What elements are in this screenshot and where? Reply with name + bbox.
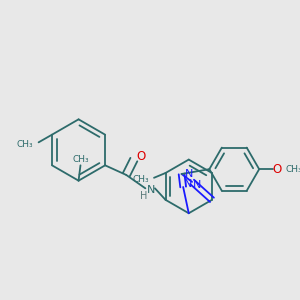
Text: H: H [140,191,147,201]
Text: CH₃: CH₃ [285,165,300,174]
Text: O: O [136,150,145,163]
Text: N: N [147,185,155,195]
Text: CH₃: CH₃ [132,175,149,184]
Text: O: O [273,163,282,176]
Text: N: N [193,180,201,190]
Text: N: N [184,179,192,189]
Text: CH₃: CH₃ [72,155,89,164]
Text: N: N [185,169,194,179]
Text: CH₃: CH₃ [17,140,34,149]
